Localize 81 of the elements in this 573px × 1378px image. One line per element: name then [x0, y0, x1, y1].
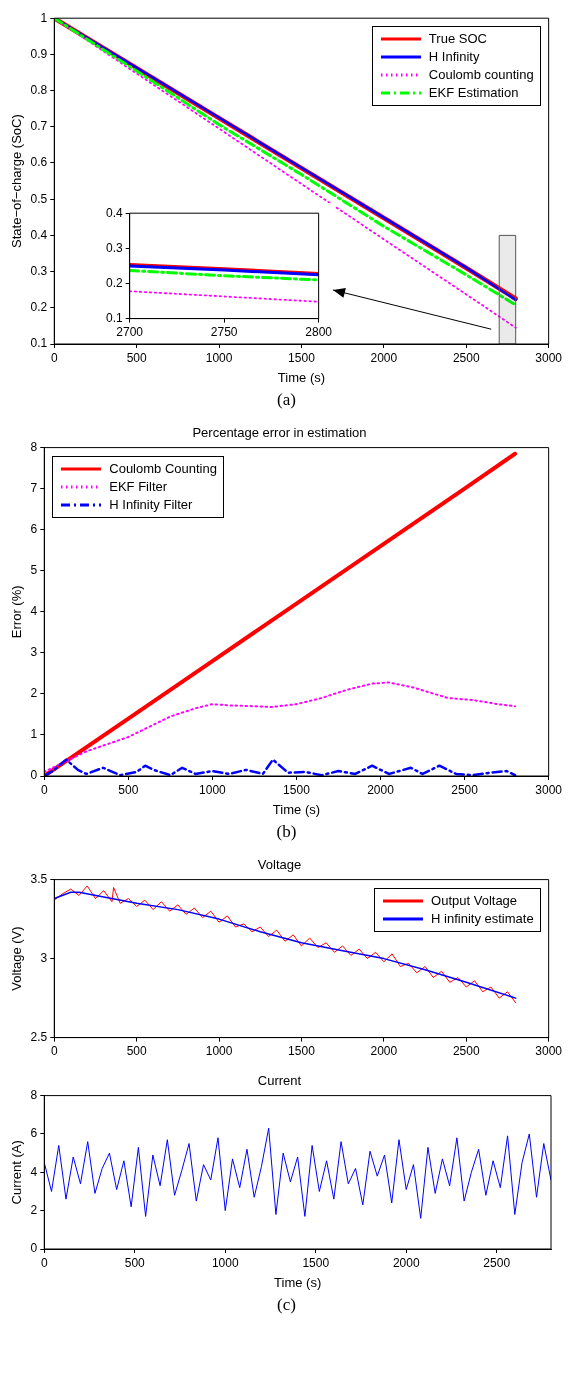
y-axis-title: Error (%)	[9, 585, 25, 639]
text: (c)	[276, 1295, 297, 1315]
x-tick-label: 2500	[452, 1044, 480, 1059]
x-tick-label: 3000	[535, 1044, 563, 1059]
y-tick-label: 1	[40, 10, 48, 25]
legend-label: EKF Estimation	[428, 84, 519, 103]
legend-label: Coulomb Counting	[109, 459, 217, 478]
y-tick-label: 0.7	[30, 119, 48, 134]
y-tick-label: 6	[30, 1126, 38, 1141]
x-tick-label: 0	[50, 1044, 58, 1059]
y-tick-label: 0.1	[30, 336, 48, 351]
legend-label: Output Voltage	[431, 891, 518, 910]
x-tick-label: 2500	[452, 350, 480, 365]
text: (a)	[276, 390, 297, 410]
x-tick-label: 1000	[211, 1255, 239, 1270]
y-tick-label: 6	[30, 522, 38, 537]
y-tick-label: 3	[30, 645, 38, 660]
y-axis-title: Voltage (V)	[9, 926, 25, 991]
x-tick-label: 1000	[205, 350, 233, 365]
x-tick-label: 2000	[392, 1255, 420, 1270]
y-tick-label: 4	[30, 604, 38, 619]
y-tick-label: 3	[40, 950, 48, 965]
y-tick-label: 3.5	[30, 871, 48, 886]
x-tick-label: 2000	[367, 782, 395, 797]
x-tick-label: 2000	[370, 350, 398, 365]
x-tick-label: 500	[126, 350, 148, 365]
x-tick-label: 2500	[483, 1255, 511, 1270]
y-tick-label: 2	[30, 686, 38, 701]
y-tick-label: 0.5	[30, 191, 48, 206]
x-tick-label: 2000	[370, 1044, 398, 1059]
y-tick-label: 1	[30, 727, 38, 742]
y-tick-label: 8	[30, 439, 38, 454]
x-axis-title: Time (s)	[274, 1274, 322, 1290]
y-tick-label: 0	[30, 1241, 38, 1256]
y-tick-label: 0.9	[30, 46, 48, 61]
legend-label: EKF Filter	[109, 477, 168, 496]
x-tick-label: 1000	[205, 1044, 233, 1059]
y-tick-label: 0.4	[30, 227, 48, 242]
y-tick-label: 0.8	[30, 82, 48, 97]
chart-title: Voltage	[257, 857, 302, 873]
chart-title: Percentage error in estimation	[192, 425, 367, 441]
y-tick-label: 0.6	[30, 155, 48, 170]
y-axis-title: Current (A)	[9, 1140, 25, 1205]
legend-label: H Infinity	[428, 48, 480, 67]
x-tick-label: 1500	[283, 782, 311, 797]
x-tick-label: 1000	[199, 782, 227, 797]
y-tick-label: 2	[30, 1202, 38, 1217]
x-tick-label: 3000	[535, 782, 563, 797]
x-tick-label: 0	[50, 350, 58, 365]
x-tick-label: 500	[126, 1044, 148, 1059]
text: (b)	[275, 822, 298, 842]
y-tick-label: 0.3	[30, 263, 48, 278]
x-tick-label: 2800	[305, 325, 333, 340]
y-tick-label: 5	[30, 563, 38, 578]
x-tick-label: 1500	[288, 1044, 316, 1059]
y-axis-title: State−of−charge (SoC)	[9, 114, 25, 248]
x-tick-label: 500	[118, 782, 139, 797]
y-tick-label: 0.2	[105, 275, 123, 290]
y-tick-label: 4	[30, 1164, 38, 1179]
x-axis-title: Time (s)	[272, 801, 321, 817]
y-tick-label: 8	[30, 1087, 38, 1102]
legend-label: Coulomb counting	[428, 66, 534, 85]
y-tick-label: 0.3	[105, 240, 123, 255]
x-tick-label: 1500	[302, 1255, 330, 1270]
legend-label: True SOC	[428, 30, 487, 49]
y-tick-label: 0	[30, 768, 38, 783]
x-tick-label: 2750	[210, 325, 238, 340]
chart-title: Current	[257, 1073, 302, 1089]
legend-label: H infinity estimate	[431, 909, 534, 928]
legend-label: H Infinity Filter	[109, 495, 193, 514]
x-tick-label: 500	[124, 1255, 146, 1270]
y-tick-label: 0.2	[30, 300, 48, 315]
x-axis-title: Time (s)	[277, 369, 326, 385]
y-tick-label: 0.4	[105, 205, 123, 220]
x-tick-label: 1500	[288, 350, 316, 365]
y-tick-label: 7	[30, 480, 38, 495]
x-tick-label: 3000	[535, 350, 563, 365]
y-tick-label: 2.5	[30, 1029, 48, 1044]
y-tick-label: 0.1	[105, 310, 123, 325]
x-tick-label: 2700	[116, 325, 144, 340]
x-tick-label: 2500	[451, 782, 479, 797]
